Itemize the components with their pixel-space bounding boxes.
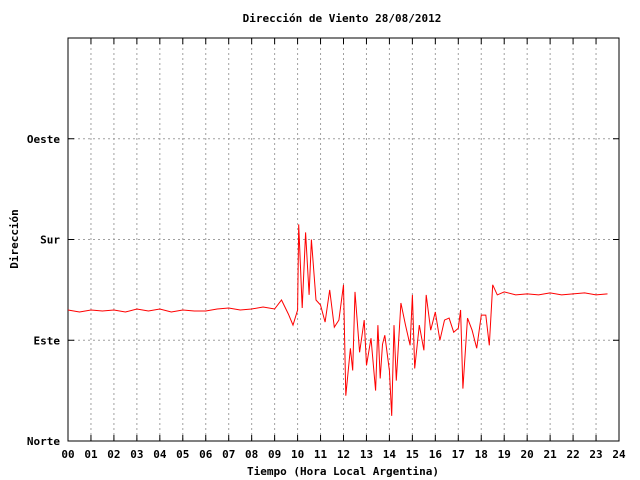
y-axis: Norte Este Sur Oeste bbox=[27, 133, 619, 448]
x-tick-label: 19 bbox=[498, 448, 511, 461]
x-tick-label: 21 bbox=[544, 448, 558, 461]
x-tick-label: 15 bbox=[406, 448, 419, 461]
x-axis: 00 01 02 03 04 05 06 07 08 09 10 11 12 13 14 15 16 17 18 19… bbox=[61, 38, 626, 461]
y-tick-label: Oeste bbox=[27, 133, 60, 146]
x-tick-label: 09 bbox=[268, 448, 281, 461]
x-tick-label: 18 bbox=[475, 448, 488, 461]
x-tick-label: 10 bbox=[291, 448, 304, 461]
y-axis-title: Dirección bbox=[8, 209, 21, 269]
series-line bbox=[67, 224, 608, 416]
x-tick-label: 13 bbox=[360, 448, 373, 461]
y-tick-label: Sur bbox=[40, 234, 60, 247]
x-axis-title: Tiempo (Hora Local Argentina) bbox=[247, 465, 439, 478]
x-tick-label: 05 bbox=[176, 448, 189, 461]
x-tick-label: 20 bbox=[521, 448, 534, 461]
x-tick-label: 06 bbox=[199, 448, 213, 461]
x-tick-label: 00 bbox=[61, 448, 74, 461]
y-tick-label: Norte bbox=[27, 435, 60, 448]
x-tick-label: 12 bbox=[337, 448, 350, 461]
x-tick-label: 17 bbox=[452, 448, 465, 461]
x-tick-label: 23 bbox=[589, 448, 602, 461]
x-tick-label: 22 bbox=[566, 448, 579, 461]
x-tick-label: 16 bbox=[429, 448, 443, 461]
x-tick-label: 24 bbox=[612, 448, 626, 461]
x-tick-label: 01 bbox=[84, 448, 98, 461]
x-tick-label: 04 bbox=[153, 448, 167, 461]
x-tick-label: 03 bbox=[130, 448, 143, 461]
chart-title: Dirección de Viento 28/08/2012 bbox=[243, 12, 442, 25]
x-tick-label: 14 bbox=[383, 448, 397, 461]
x-tick-label: 11 bbox=[314, 448, 328, 461]
grid-lines bbox=[68, 38, 619, 441]
x-tick-label: 07 bbox=[222, 448, 235, 461]
x-tick-label: 02 bbox=[107, 448, 120, 461]
y-tick-label: Este bbox=[34, 334, 61, 347]
x-tick-label: 08 bbox=[245, 448, 258, 461]
